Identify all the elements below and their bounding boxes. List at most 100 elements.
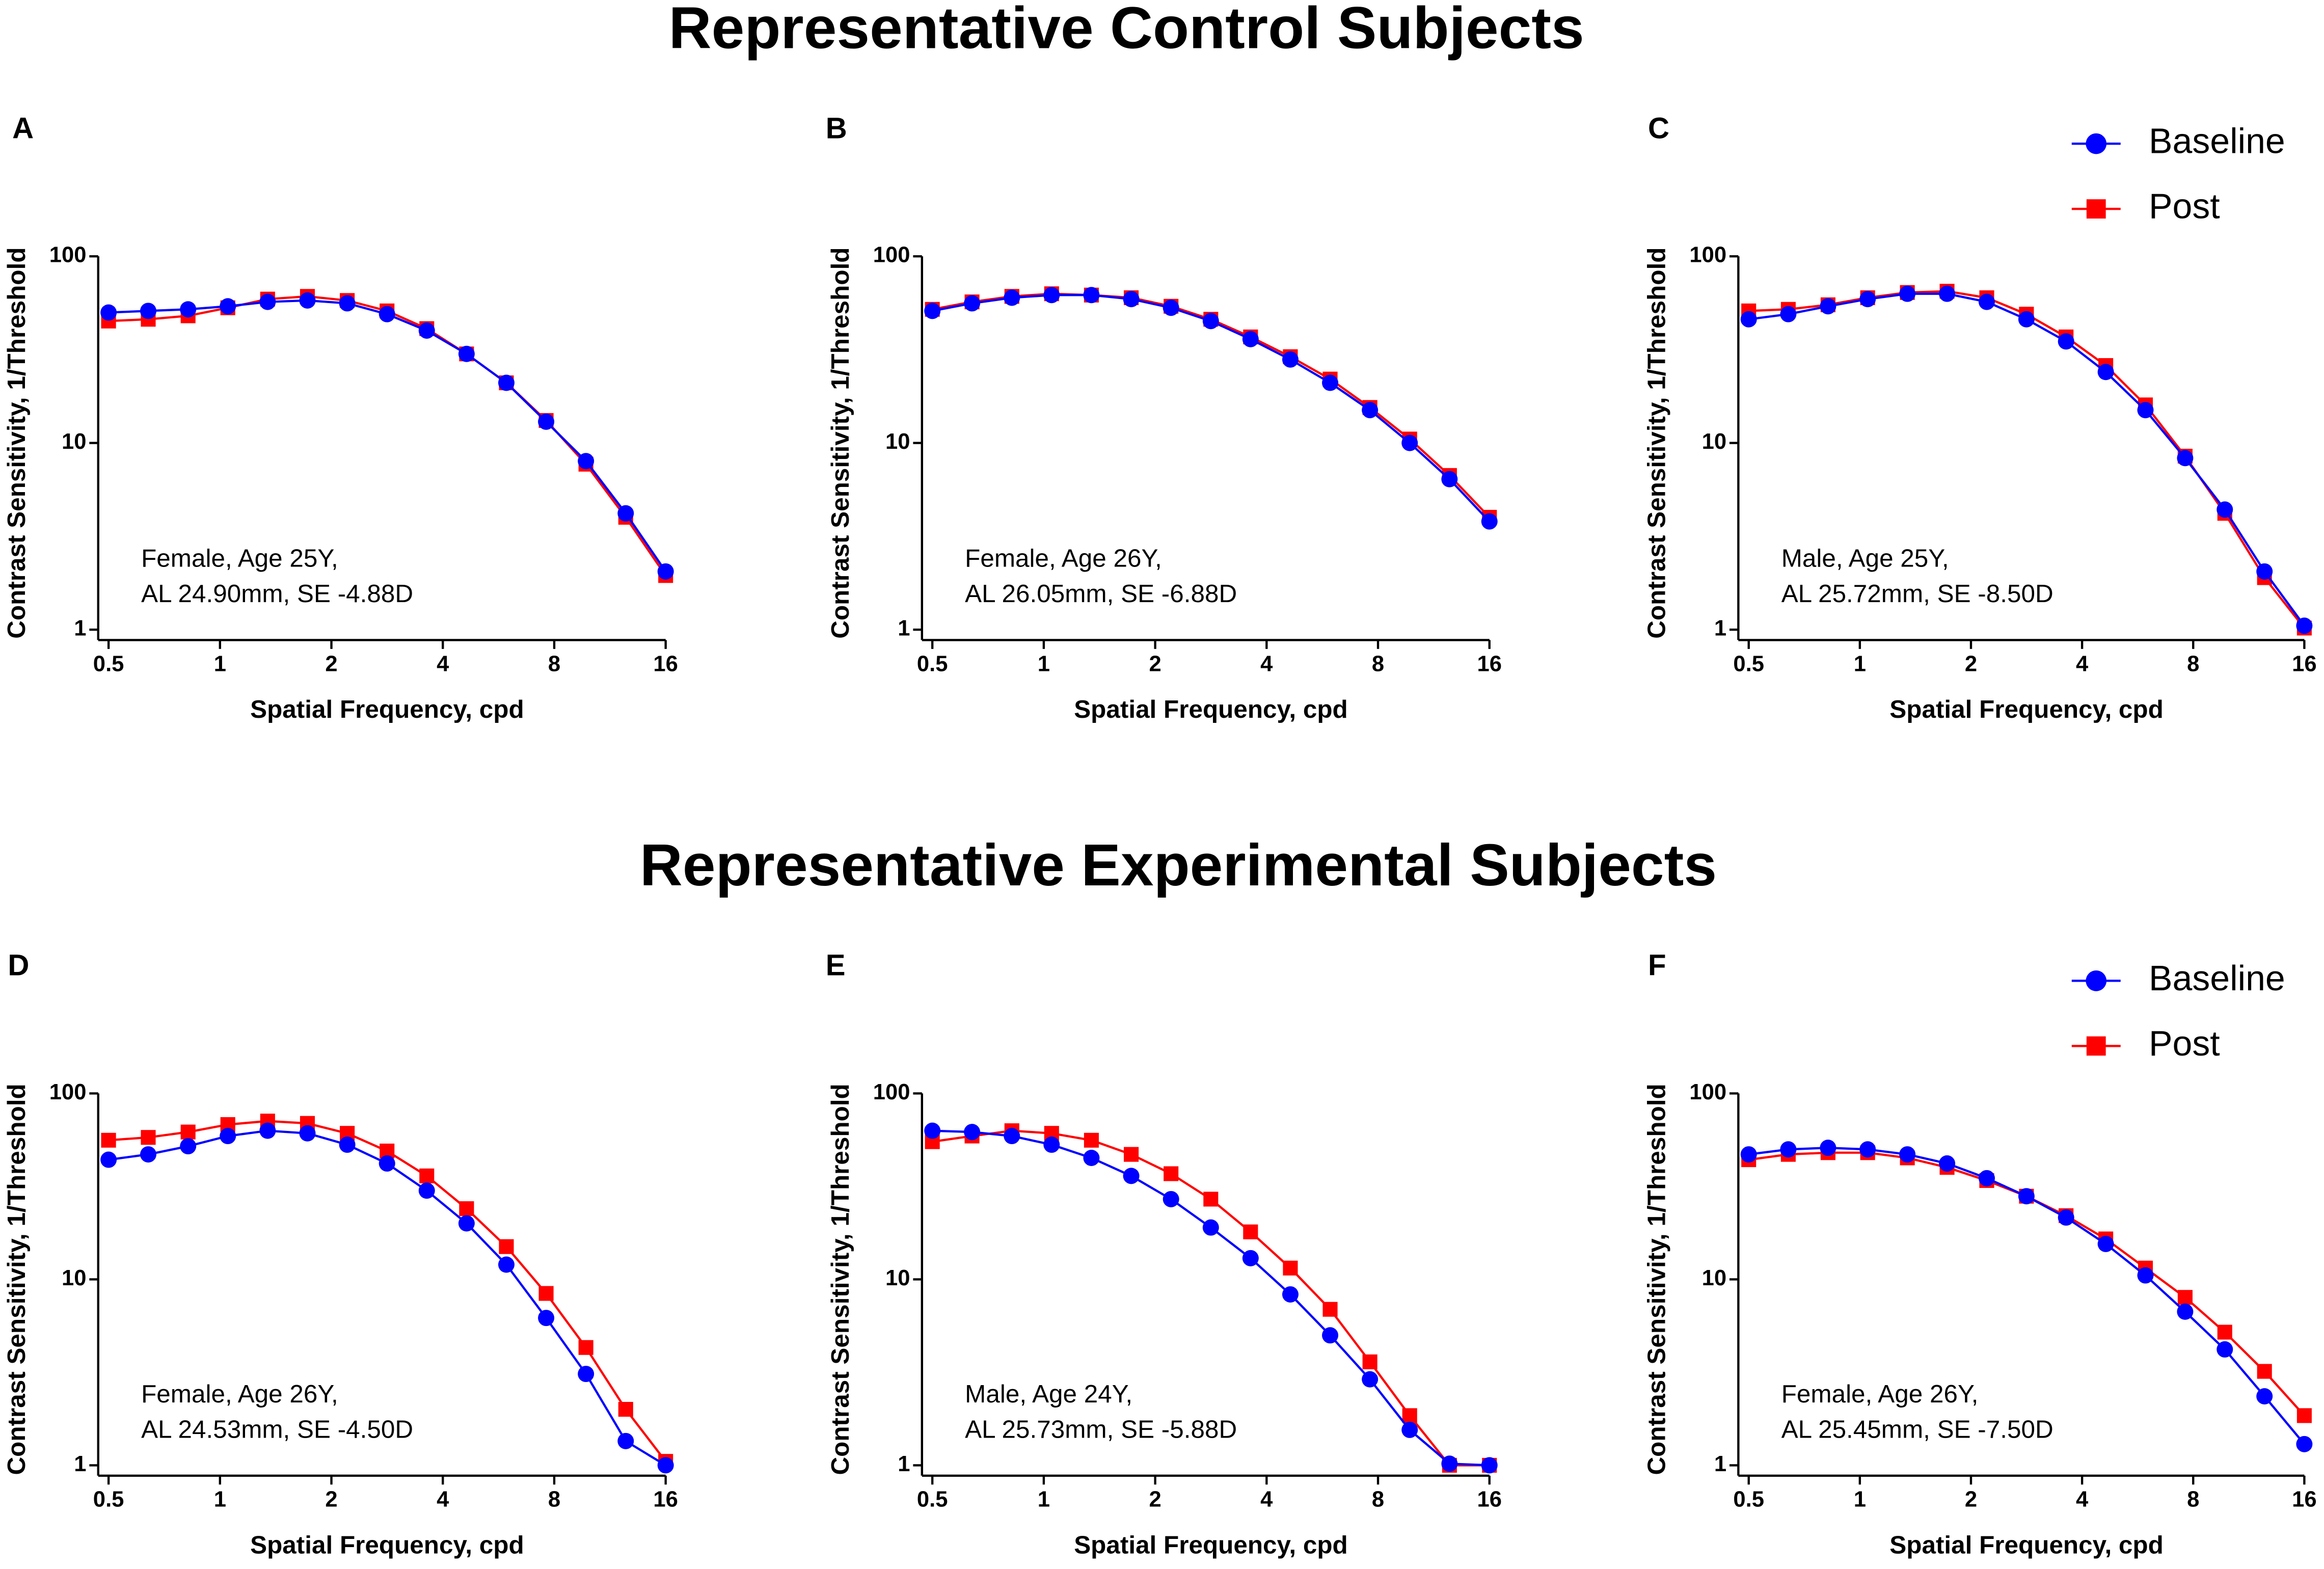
y-tick-label: 10: [1702, 429, 1727, 454]
marker: [2018, 311, 2035, 328]
marker: [1780, 306, 1797, 322]
marker: [140, 1146, 157, 1163]
y-tick-label: 10: [62, 1266, 87, 1290]
panel-label: C: [1648, 112, 1669, 145]
series-line: [1748, 290, 2306, 629]
marker: [1043, 1137, 1060, 1153]
marker: [2217, 1341, 2233, 1358]
y-tick-label: 1: [74, 616, 86, 641]
x-axis-label: Spatial Frequency, cpd: [250, 695, 524, 723]
marker: [1740, 311, 1757, 328]
series-line: [109, 299, 667, 573]
x-tick-label: 4: [2076, 1487, 2089, 1512]
x-tick-label: 16: [2292, 652, 2317, 676]
x-tick-label: 0.5: [93, 652, 124, 676]
y-tick-label: 100: [49, 243, 87, 267]
x-tick-label: 0.5: [93, 1487, 124, 1512]
marker: [2137, 402, 2154, 419]
y-axis-label: Contrast Sensitivity, 1/Threshold: [1642, 1084, 1670, 1475]
marker: [1043, 287, 1060, 304]
marker: [964, 1124, 981, 1141]
marker: [2137, 1267, 2154, 1284]
x-axis-label: Spatial Frequency, cpd: [1889, 695, 2164, 723]
x-axis-label: Spatial Frequency, cpd: [1074, 1531, 1348, 1559]
marker: [1083, 1149, 1100, 1166]
marker: [418, 322, 435, 339]
x-tick-label: 0.5: [1733, 1487, 1764, 1512]
marker: [1004, 289, 1020, 306]
y-axis-label: Contrast Sensitivity, 1/Threshold: [3, 1084, 31, 1475]
legend-marker: [2086, 199, 2106, 219]
x-axis-label: Spatial Frequency, cpd: [1889, 1531, 2164, 1559]
y-tick-label: 1: [1714, 1452, 1726, 1476]
y-tick-label: 10: [885, 429, 910, 454]
marker: [1123, 1168, 1140, 1184]
marker: [1322, 1327, 1339, 1344]
marker: [924, 303, 941, 319]
panel-label: D: [8, 949, 29, 982]
marker: [1202, 313, 1219, 330]
panel-label: A: [12, 112, 34, 145]
y-tick-label: 10: [1702, 1266, 1727, 1290]
x-tick-label: 4: [437, 1487, 449, 1512]
marker: [1242, 331, 1259, 347]
marker: [339, 1137, 356, 1153]
marker: [1362, 402, 1379, 419]
annotation: Female, Age 25Y,: [141, 544, 338, 572]
marker: [180, 301, 197, 318]
marker: [1362, 1371, 1379, 1388]
x-axis-label: Spatial Frequency, cpd: [250, 1531, 524, 1559]
marker: [419, 1168, 435, 1183]
y-tick-label: 1: [1714, 616, 1726, 641]
marker: [259, 1122, 276, 1139]
marker: [180, 1124, 196, 1140]
marker: [1481, 1457, 1498, 1474]
marker: [2097, 364, 2114, 381]
marker: [618, 1401, 633, 1417]
x-tick-label: 4: [1260, 652, 1273, 676]
x-tick-label: 1: [214, 1487, 226, 1512]
marker: [538, 1310, 555, 1327]
marker: [101, 1132, 116, 1148]
marker: [1282, 351, 1299, 368]
marker: [2217, 501, 2233, 518]
marker: [2296, 617, 2313, 634]
y-tick-label: 1: [898, 1452, 910, 1476]
x-tick-label: 4: [437, 652, 449, 676]
marker: [1084, 1132, 1099, 1148]
annotation: Female, Age 26Y,: [965, 544, 1162, 572]
x-tick-label: 2: [1965, 1487, 1977, 1512]
marker: [1322, 1302, 1338, 1317]
x-tick-label: 2: [1149, 652, 1161, 676]
marker: [458, 1215, 475, 1232]
y-axis-label: Contrast Sensitivity, 1/Threshold: [826, 247, 854, 638]
marker: [617, 505, 634, 522]
marker: [1820, 1140, 1836, 1156]
y-tick-label: 100: [873, 1080, 910, 1104]
marker: [964, 295, 981, 312]
marker: [1978, 1170, 1995, 1186]
section-title: Representative Experimental Subjects: [640, 832, 1717, 898]
marker: [1441, 471, 1458, 488]
marker: [1859, 1141, 1876, 1158]
marker: [578, 1366, 594, 1383]
marker: [2296, 1408, 2312, 1423]
annotation: AL 24.90mm, SE -4.88D: [141, 580, 413, 608]
x-tick-label: 2: [325, 1487, 337, 1512]
x-tick-label: 8: [2187, 1487, 2199, 1512]
x-tick-label: 4: [2076, 652, 2089, 676]
x-tick-label: 8: [1372, 1487, 1384, 1512]
x-tick-label: 16: [1477, 1487, 1502, 1512]
panel-label: F: [1648, 949, 1666, 982]
marker: [657, 563, 674, 580]
y-tick-label: 100: [49, 1080, 87, 1104]
marker: [2177, 1290, 2193, 1305]
marker: [100, 304, 117, 321]
series-line: [108, 1120, 667, 1463]
marker: [1243, 1224, 1258, 1239]
marker: [2058, 1209, 2074, 1226]
x-tick-label: 2: [1149, 1487, 1161, 1512]
x-tick-label: 1: [214, 652, 226, 676]
panel-label: B: [826, 112, 847, 145]
marker: [1004, 1128, 1020, 1145]
